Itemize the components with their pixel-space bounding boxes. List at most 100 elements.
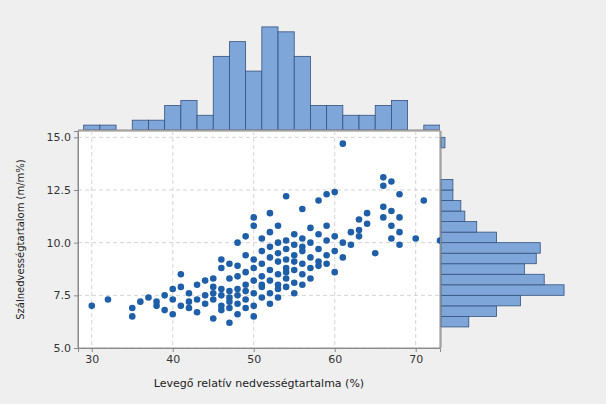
point <box>242 233 249 240</box>
point <box>169 311 176 318</box>
histogram-bar <box>327 105 343 130</box>
histogram-bar <box>197 115 213 130</box>
point <box>340 239 347 246</box>
point <box>307 225 314 232</box>
point <box>218 286 225 293</box>
point <box>283 193 290 200</box>
point <box>202 300 209 307</box>
tick: 70 <box>409 348 423 366</box>
point <box>275 281 282 288</box>
point <box>242 281 249 288</box>
point <box>299 235 306 242</box>
point <box>348 241 355 248</box>
point <box>234 292 241 299</box>
point <box>186 305 193 312</box>
histogram-bar <box>391 101 407 130</box>
point <box>161 292 168 299</box>
point <box>250 223 257 230</box>
tick-mark <box>74 137 78 138</box>
chart: 30405060705.07.510.012.515.0Levegő relat… <box>0 0 606 404</box>
point <box>291 241 298 248</box>
point <box>396 214 403 221</box>
histogram-bar <box>375 105 391 130</box>
point <box>242 296 249 303</box>
point <box>259 294 266 301</box>
point <box>234 263 241 270</box>
point <box>210 275 217 282</box>
tick-label: 40 <box>166 353 180 366</box>
point <box>291 267 298 274</box>
point <box>259 273 266 280</box>
tick: 15.0 <box>47 131 79 144</box>
point <box>210 290 217 297</box>
point <box>372 250 379 257</box>
histogram-bar <box>229 42 245 130</box>
histogram-bar <box>165 105 181 130</box>
point <box>218 292 225 299</box>
point <box>331 189 338 196</box>
grid-line <box>78 295 440 296</box>
point <box>226 294 233 301</box>
grid <box>78 131 440 348</box>
point <box>315 231 322 238</box>
histogram-bar <box>213 56 229 130</box>
grid-line <box>78 242 440 243</box>
tick-label: 5.0 <box>54 342 72 355</box>
point <box>299 260 306 267</box>
point <box>186 298 193 305</box>
point <box>145 294 152 301</box>
histogram-bar <box>310 105 326 130</box>
tick: 60 <box>328 348 342 366</box>
point <box>283 237 290 244</box>
histogram-bar <box>294 56 310 130</box>
point <box>299 206 306 213</box>
plot-frame <box>78 131 440 348</box>
point <box>250 265 257 272</box>
point <box>250 290 257 297</box>
point <box>202 292 209 299</box>
histogram-bar <box>441 201 461 212</box>
point <box>178 271 185 278</box>
point <box>283 256 290 263</box>
tick-mark <box>335 348 336 352</box>
point <box>307 275 314 282</box>
point <box>275 223 282 230</box>
point <box>210 284 217 291</box>
point <box>283 284 290 291</box>
histogram-bar <box>441 295 520 306</box>
point <box>105 296 112 303</box>
point <box>323 252 330 259</box>
histogram-bar <box>181 101 197 130</box>
point <box>323 237 330 244</box>
histogram-bar <box>441 179 453 190</box>
points <box>88 140 440 326</box>
point <box>323 260 330 267</box>
grid-line <box>91 131 92 348</box>
histogram-bar <box>441 316 469 327</box>
point <box>364 210 371 217</box>
point <box>291 252 298 259</box>
point <box>267 210 274 217</box>
point <box>178 303 185 310</box>
histogram-bar <box>262 27 278 130</box>
point <box>242 252 249 259</box>
point <box>234 286 241 293</box>
point <box>437 237 440 244</box>
histogram-bar <box>441 232 497 243</box>
point <box>421 197 428 204</box>
point <box>242 288 249 295</box>
point <box>356 227 363 234</box>
point <box>307 265 314 272</box>
point <box>331 233 338 240</box>
tick: 40 <box>166 348 180 366</box>
point <box>348 229 355 236</box>
tick-mark <box>74 190 78 191</box>
point <box>275 239 282 246</box>
x-axis: 3040506070 <box>79 348 441 366</box>
point <box>291 279 298 286</box>
point <box>137 298 144 305</box>
point <box>259 260 266 267</box>
point <box>323 223 330 230</box>
tick-mark <box>416 348 417 352</box>
point <box>210 296 217 303</box>
